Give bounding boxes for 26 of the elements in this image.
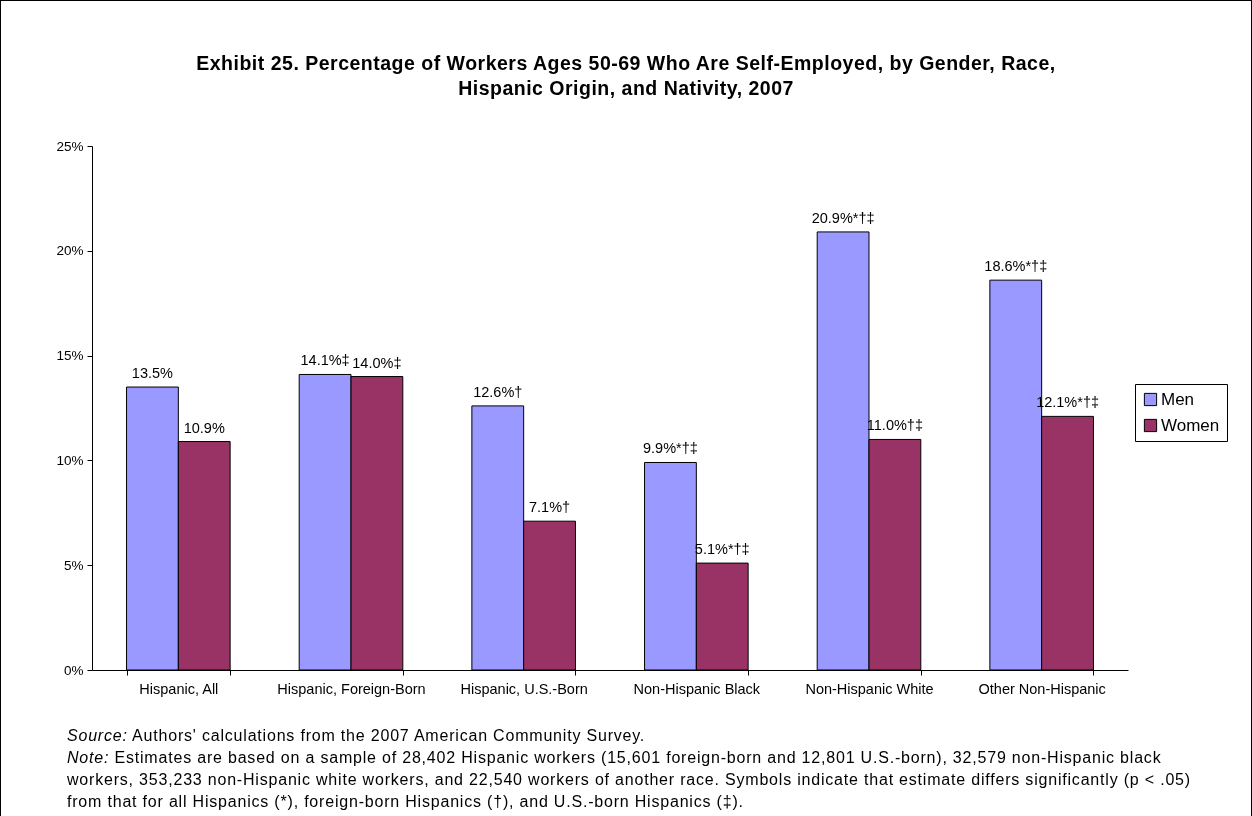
- legend-label: Women: [1161, 415, 1220, 435]
- text: Note: Estimates are based on a sample of 28,402 Hispanic workers (15,601 foreign-born and 12,801 U.S.-born), 32,579 non-Hispanic black workers, 353,233 non-Hispanic white workers, and 22,540 workers of another race. Symbols indicate that estimate differs significantly (p < .05) from that for all Hispanics (*), foreign-born Hispanics (†), and U.S.-born Hispanics (‡).: [67, 749, 1191, 810]
- data-label: 7.1%†: [529, 499, 571, 516]
- data-label: 9.9%*†‡: [643, 440, 698, 457]
- legend-label: Men: [1161, 389, 1195, 409]
- x-tick-label: Hispanic, U.S.-Born: [460, 680, 588, 697]
- y-tick-label: 10%: [56, 452, 84, 468]
- x-tick-label: Other Non-Hispanic: [978, 680, 1106, 697]
- y-tick-label: 25%: [56, 138, 84, 154]
- x-tick-label: Non-Hispanic White: [805, 680, 934, 697]
- source-note: Source: Authors' calculations from the 2007 American Community Survey.: [67, 727, 646, 744]
- data-label: 14.0%‡: [352, 354, 402, 371]
- x-tick-label: Hispanic, Foreign-Born: [277, 680, 426, 697]
- data-label: 20.9%*†‡: [811, 209, 875, 226]
- chart-title: Exhibit 25. Percentage of Workers Ages 50-69 Who Are Self-Employed, by Gender, Race, Hispanic Origin, and Nativity, 2007: [195, 51, 1057, 101]
- y-tick-label: 15%: [56, 348, 84, 364]
- data-label: 10.9%: [183, 419, 225, 436]
- data-label: 12.6%†: [473, 383, 523, 400]
- data-label: 18.6%*†‡: [984, 258, 1048, 275]
- data-label: 13.5%: [131, 365, 174, 382]
- y-tick-label: 20%: [56, 243, 84, 259]
- x-tick-label: Non-Hispanic Black: [633, 680, 761, 697]
- data-label: 14.1%‡: [300, 352, 350, 369]
- y-tick-label: 0%: [63, 662, 84, 678]
- y-tick-label: 5%: [63, 557, 84, 573]
- x-tick-label: Hispanic, All: [139, 680, 219, 697]
